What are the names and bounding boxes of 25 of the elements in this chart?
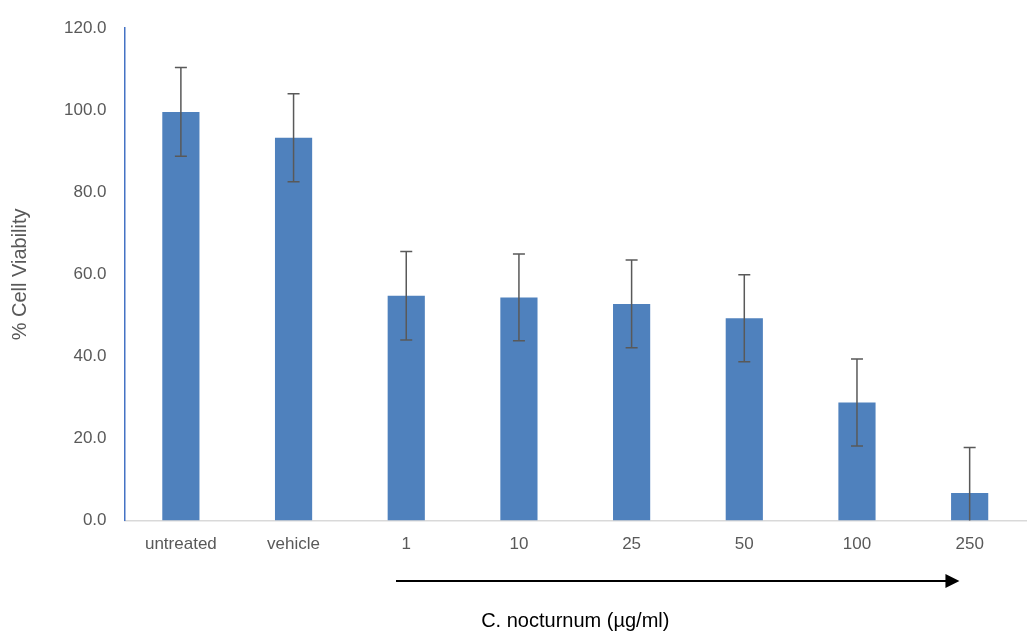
bar [387,295,425,521]
x-tick-label: 100 [842,534,872,554]
bar [951,493,989,521]
x-tick-label: 10 [509,534,529,554]
x-tick-label: 25 [622,534,642,554]
y-tick-label: 120.0 [63,17,107,37]
bar [500,297,538,521]
x-tick-label: 250 [955,534,984,554]
x-tick-label: 1 [401,534,411,554]
x-tick-label: 50 [734,534,754,554]
y-tick-label: 60.0 [73,264,107,284]
bar [274,137,313,521]
y-tick-label: 20.0 [73,428,107,448]
y-tick-label: 80.0 [73,182,107,202]
y-axis-title: % Cell Viability [7,208,30,341]
y-tick-label: 100.0 [63,99,107,119]
bar [613,303,651,521]
x-tick-label: untreated [144,534,217,554]
x-tick-label: vehicle [267,534,321,554]
y-tick-label: 40.0 [73,346,107,366]
bar [838,402,876,521]
bar [162,111,200,521]
bar [725,318,763,521]
y-tick-label: 0.0 [82,510,107,530]
x-axis-title: C. nocturnum (µg/ml) [481,608,670,631]
